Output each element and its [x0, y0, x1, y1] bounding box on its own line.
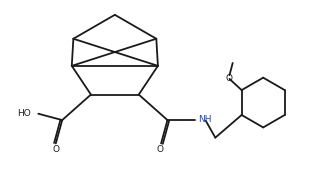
- Text: O: O: [157, 145, 164, 154]
- Text: NH: NH: [198, 115, 211, 124]
- Text: O: O: [52, 145, 59, 154]
- Text: O: O: [225, 74, 232, 83]
- Text: HO: HO: [18, 109, 31, 118]
